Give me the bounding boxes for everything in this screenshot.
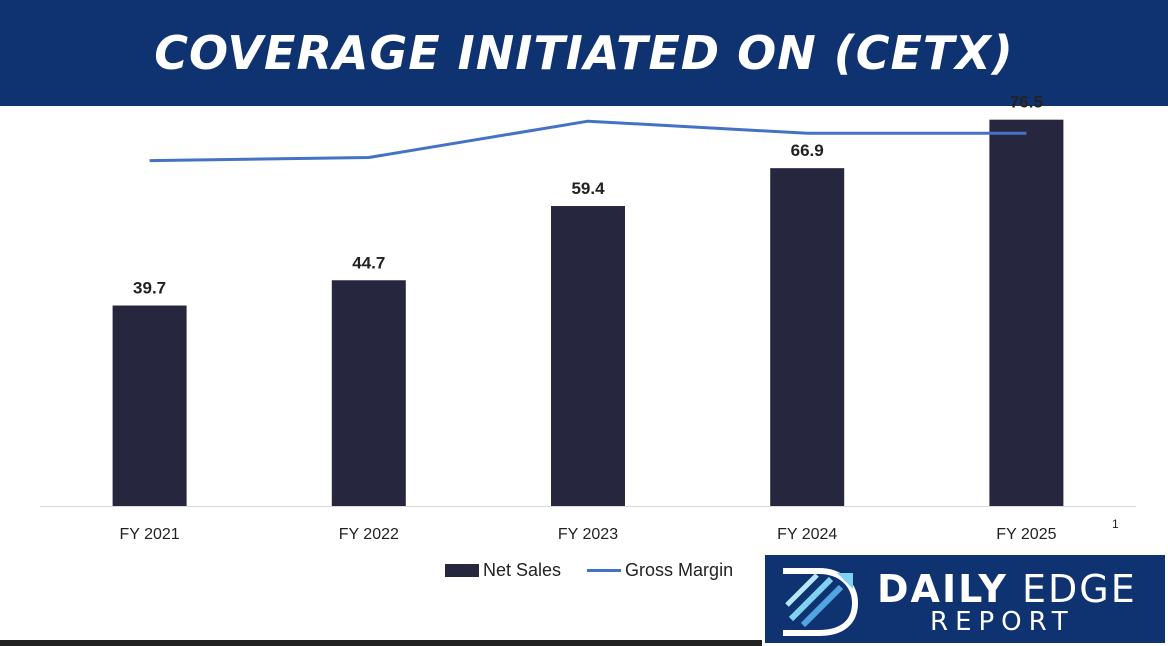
- x-tick-label: FY 2023: [558, 526, 618, 543]
- legend-line-swatch: [587, 569, 622, 572]
- logo-text-line1: DAILY EDGE: [877, 567, 1137, 611]
- page-title: COVERAGE INITIATED ON (CETX): [154, 26, 1014, 80]
- data-label: 59.4: [571, 179, 605, 198]
- bar-fy-2023: [551, 206, 625, 506]
- bar-fy-2024: [770, 168, 845, 506]
- bar-fy-2021: [112, 305, 187, 506]
- x-tick-label: FY 2025: [996, 526, 1056, 543]
- legend-label-gross-margin: Gross Margin: [625, 560, 734, 580]
- gross-margin-line: [149, 119, 1027, 163]
- data-label: 76.5: [1010, 93, 1043, 112]
- x-tick-label: FY 2022: [339, 526, 399, 543]
- legend-label-net-sales: Net Sales: [483, 560, 562, 580]
- bar-fy-2022: [331, 280, 406, 506]
- bottom-rule: [0, 640, 762, 646]
- legend-bar-swatch: [445, 564, 479, 577]
- daily-edge-report-logo: DAILY EDGE REPORT: [762, 552, 1168, 646]
- logo-text-line2: REPORT: [930, 607, 1075, 637]
- title-banner: COVERAGE INITIATED ON (CETX): [0, 0, 1168, 106]
- bar-fy-2025: [989, 119, 1064, 507]
- data-label: 44.7: [352, 253, 385, 272]
- x-tick-label: FY 2021: [119, 526, 179, 543]
- x-tick-label: FY 2024: [777, 526, 837, 543]
- data-label: 39.7: [133, 279, 166, 298]
- logo-arrow-icon: [783, 568, 859, 636]
- chart-legend: Net Sales Gross Margin: [445, 560, 733, 581]
- footnote-marker: 1: [1112, 517, 1119, 531]
- data-label: 66.9: [791, 141, 824, 160]
